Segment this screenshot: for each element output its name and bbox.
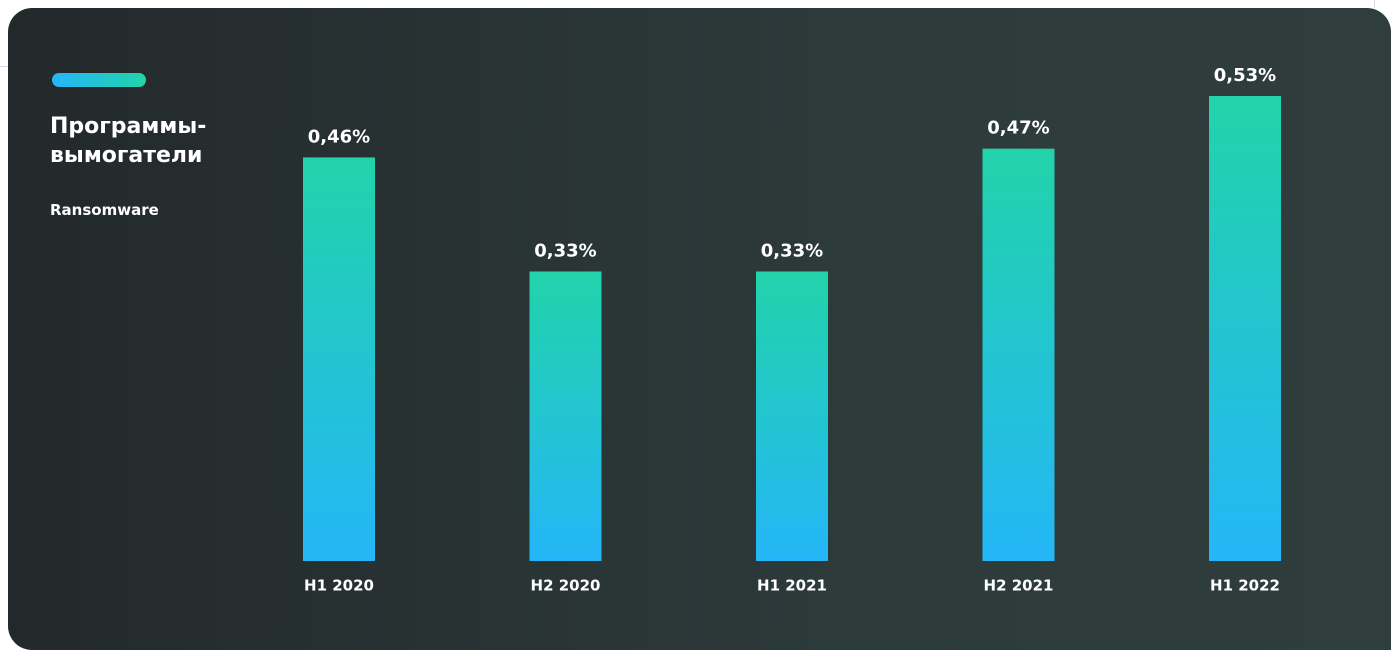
chart-card: H1 2020 0,46% H2 2020 0,33% H1 2021 0,33% H2 2… (8, 8, 1391, 650)
x-tick-label: H1 2022 (1210, 577, 1280, 595)
data-label: 0,46% (308, 126, 370, 147)
bar (756, 271, 828, 561)
chart-title: Программы-вымогатели (50, 114, 207, 168)
data-label: 0,33% (761, 240, 823, 261)
bar (303, 157, 375, 561)
x-tick-label: H2 2020 (531, 577, 601, 595)
x-tick-label: H1 2021 (757, 577, 827, 595)
chart: H1 2020 0,46% H2 2020 0,33% H1 2021 0,33% H2 2… (52, 65, 1281, 595)
bar (1209, 96, 1281, 561)
data-label: 0,53% (1214, 65, 1276, 86)
data-label: 0,47% (987, 118, 1049, 139)
legend-swatch (52, 73, 146, 87)
chart-subtitle: Ransomware (50, 201, 159, 219)
bar (529, 271, 602, 561)
decor-line (1374, 0, 1375, 8)
x-tick-label: H1 2020 (304, 577, 374, 595)
decor-line (0, 66, 8, 67)
data-label: 0,33% (534, 240, 596, 261)
bar (982, 148, 1055, 561)
x-tick-label: H2 2021 (984, 577, 1054, 595)
